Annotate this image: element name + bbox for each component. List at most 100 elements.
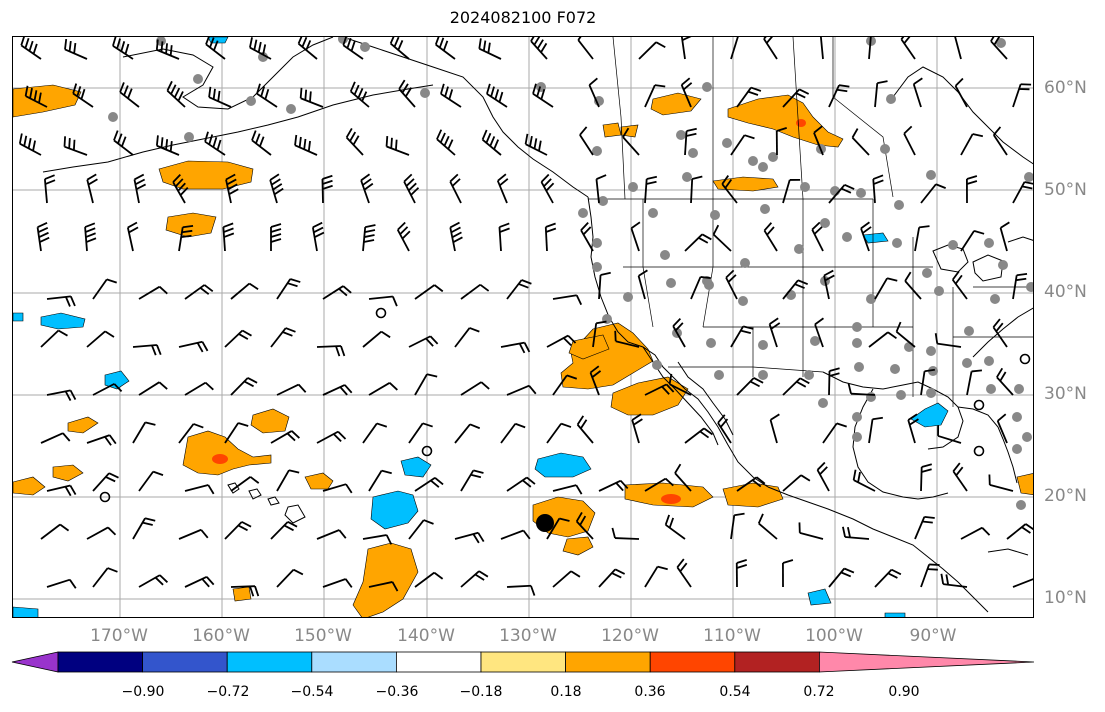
wind-barb — [960, 526, 991, 540]
wind-barb — [816, 461, 830, 492]
lon-label: 170°W — [90, 626, 148, 646]
lon-label: 90°W — [909, 626, 957, 646]
wind-barb — [208, 86, 232, 108]
wind-barb — [155, 135, 180, 156]
wind-barb — [676, 558, 692, 588]
wind-barb — [874, 568, 902, 588]
wind-barb — [92, 567, 118, 588]
wind-barb — [823, 269, 835, 300]
wind-barb — [847, 383, 876, 396]
wind-barb — [999, 221, 1010, 252]
colorbar-segment — [565, 651, 651, 673]
wind-barb — [552, 570, 581, 588]
wind-barb — [84, 222, 97, 252]
wind-barb — [132, 421, 156, 444]
wind-barb — [506, 584, 536, 596]
wind-barb — [730, 512, 745, 540]
wind-barb — [782, 474, 811, 492]
wind-barb — [368, 469, 392, 492]
wind-barb — [674, 463, 692, 492]
wind-barb — [684, 233, 712, 252]
wind-barb — [579, 126, 594, 156]
wind-barb — [256, 83, 278, 108]
highlight-marker[interactable] — [536, 514, 554, 532]
lon-label: 140°W — [397, 626, 455, 646]
wind-barb — [86, 330, 115, 348]
wind-barb — [249, 37, 272, 60]
calm-wind-circles — [99, 307, 1031, 503]
wind-barb — [269, 173, 284, 204]
wind-barb — [664, 514, 686, 540]
wind-barb — [904, 271, 922, 300]
wind-barb — [960, 230, 985, 252]
wind-barb — [172, 173, 189, 204]
wind-barb — [24, 85, 48, 108]
wind-barb — [672, 317, 686, 348]
wind-barb — [322, 285, 352, 300]
map-panel[interactable] — [12, 36, 1034, 618]
wind-barb — [735, 559, 748, 588]
colorbar-segment — [226, 651, 313, 673]
wind-barb — [36, 222, 50, 252]
wind-barb — [540, 173, 555, 204]
wind-barb — [297, 37, 318, 60]
wind-barb — [552, 374, 578, 396]
wind-barb — [951, 270, 968, 300]
wind-barb — [598, 479, 629, 492]
wind-barb — [644, 175, 658, 204]
wind-barb — [40, 432, 71, 444]
wind-barb — [769, 413, 780, 444]
map-canvas — [13, 37, 1033, 617]
wind-barb — [952, 462, 968, 492]
wind-barb — [524, 133, 548, 156]
colorbar-tick: −0.90 — [121, 684, 165, 700]
wind-barb — [717, 414, 732, 444]
wind-barb — [414, 571, 444, 588]
wind-barb — [954, 77, 968, 108]
wind-barb — [637, 269, 648, 300]
wind-barb — [544, 222, 557, 252]
wind-barb — [730, 325, 754, 348]
wind-barb — [907, 413, 919, 444]
wind-barb — [362, 224, 376, 252]
wind-barb — [903, 125, 916, 156]
wind-barbs — [18, 37, 1033, 597]
map-title: 2024082100 F072 — [449, 8, 597, 27]
wind-barb — [46, 578, 77, 589]
wind-barb — [996, 367, 1014, 396]
colorbar-tick: 0.36 — [634, 684, 666, 700]
wind-barb — [990, 37, 1008, 60]
wind-barb — [589, 365, 602, 396]
wind-barb — [345, 128, 364, 156]
wind-barb — [736, 86, 762, 108]
wind-barb — [138, 574, 169, 588]
wind-barb — [389, 37, 410, 60]
wind-barb — [782, 559, 794, 588]
wind-barb — [434, 37, 456, 60]
wind-barb — [449, 173, 462, 204]
wind-barb — [178, 224, 194, 252]
wind-barb — [872, 174, 884, 204]
wind-barb — [86, 173, 98, 204]
wind-barb — [842, 526, 870, 540]
wind-barb — [43, 174, 56, 204]
wind-barb — [668, 373, 692, 396]
wind-barb — [86, 526, 117, 540]
wind-barb — [532, 83, 554, 108]
wind-barb — [224, 329, 252, 348]
wind-barb — [408, 422, 433, 444]
wind-barb — [631, 413, 643, 444]
wind-barb — [546, 334, 577, 348]
wind-barb — [86, 434, 117, 446]
wind-barb — [580, 221, 594, 252]
wind-barb — [398, 79, 416, 108]
colorbar-extend-high — [819, 651, 1035, 673]
wind-barb — [914, 516, 935, 540]
wind-barb — [868, 416, 883, 444]
wind-barb — [546, 422, 572, 444]
wind-barb — [276, 469, 300, 492]
wind-barb — [912, 77, 923, 108]
wind-barb — [614, 330, 640, 348]
wind-barb — [730, 37, 749, 60]
wind-barb — [478, 38, 502, 60]
